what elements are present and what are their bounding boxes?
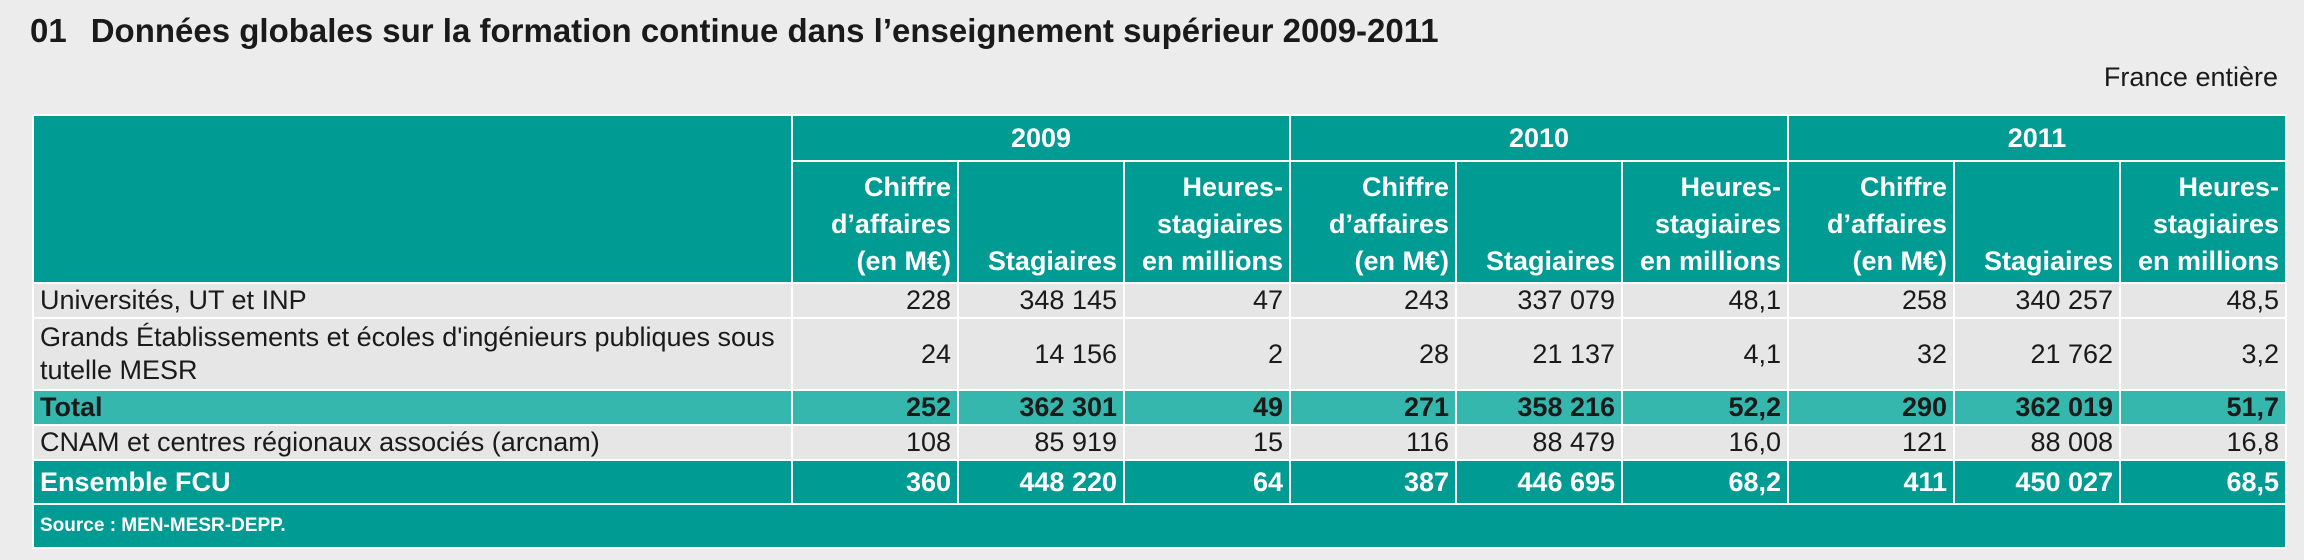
col-header-heures: Heures-stagiaires en millions bbox=[1122, 160, 1292, 284]
cell: 16,0 bbox=[1621, 424, 1790, 461]
row-label: Grands Établissements et écoles d'ingéni… bbox=[32, 317, 793, 391]
year-header-2009: 2009 bbox=[790, 114, 1292, 162]
col-header-stagiaires: Stagiaires bbox=[1455, 160, 1624, 284]
col-header-stagiaires: Stagiaires bbox=[1953, 160, 2122, 284]
cell: 337 079 bbox=[1455, 282, 1624, 319]
cell: 228 bbox=[791, 282, 959, 319]
cell: 340 257 bbox=[1953, 282, 2122, 319]
cell: 358 216 bbox=[1455, 389, 1624, 426]
cell: 271 bbox=[1289, 389, 1458, 426]
cell: 64 bbox=[1122, 459, 1292, 505]
cell: 68,2 bbox=[1621, 459, 1790, 505]
col-header-chiffre: Chiffre d’affaires (en M€) bbox=[1787, 160, 1956, 284]
cell: 2 bbox=[1122, 317, 1292, 391]
cell: 362 301 bbox=[957, 389, 1125, 426]
cell: 68,5 bbox=[2119, 459, 2288, 505]
cell: 52,2 bbox=[1621, 389, 1790, 426]
year-header-2011: 2011 bbox=[1787, 114, 2288, 162]
cell: 121 bbox=[1787, 424, 1956, 461]
total-row: Total 252 362 301 49 271 358 216 52,2 29… bbox=[32, 389, 2288, 426]
table-row: Universités, UT et INP 228 348 145 47 24… bbox=[32, 282, 2288, 319]
cell: 411 bbox=[1787, 459, 1956, 505]
cell: 116 bbox=[1289, 424, 1458, 461]
column-header-row: Chiffre d’affaires (en M€) Stagiaires Heur… bbox=[33, 160, 2288, 284]
row-label: Ensemble FCU bbox=[32, 459, 793, 505]
cell: 85 919 bbox=[957, 424, 1125, 461]
cell: 21 137 bbox=[1455, 317, 1624, 391]
table-number: 01 bbox=[30, 12, 67, 49]
source-note: Source : MEN-MESR-DEPP. bbox=[31, 503, 2288, 549]
cell: 252 bbox=[791, 389, 959, 426]
table-row: CNAM et centres régionaux associés (arcn… bbox=[32, 424, 2288, 461]
cell: 362 019 bbox=[1953, 389, 2122, 426]
table-title-text: Données globales sur la formation contin… bbox=[90, 12, 1439, 49]
cell: 51,7 bbox=[2119, 389, 2288, 426]
cell: 258 bbox=[1787, 282, 1956, 319]
col-header-chiffre: Chiffre d’affaires (en M€) bbox=[1289, 160, 1458, 284]
row-label: Total bbox=[32, 389, 793, 426]
source-row: Source : MEN-MESR-DEPP. bbox=[31, 503, 2288, 549]
row-label: Universités, UT et INP bbox=[32, 282, 793, 319]
cell: 448 220 bbox=[957, 459, 1125, 505]
cell: 4,1 bbox=[1621, 317, 1790, 391]
cell: 290 bbox=[1787, 389, 1956, 426]
cell: 88 008 bbox=[1953, 424, 2122, 461]
table-title: 01 Données globales sur la formation cont… bbox=[30, 12, 1439, 50]
cell: 16,8 bbox=[2119, 424, 2288, 461]
grand-total-row: Ensemble FCU 360 448 220 64 387 446 695 … bbox=[32, 459, 2288, 505]
year-header-2010: 2010 bbox=[1289, 114, 1790, 162]
col-header-heures: Heures-stagiaires en millions bbox=[2119, 160, 2288, 284]
cell: 32 bbox=[1787, 317, 1956, 391]
cell: 48,1 bbox=[1621, 282, 1790, 319]
col-header-chiffre: Chiffre d’affaires (en M€) bbox=[791, 160, 959, 284]
cell: 446 695 bbox=[1455, 459, 1624, 505]
cell: 47 bbox=[1122, 282, 1292, 319]
table-row: Grands Établissements et écoles d'ingéni… bbox=[32, 317, 2288, 391]
cell: 108 bbox=[791, 424, 959, 461]
cell: 450 027 bbox=[1953, 459, 2122, 505]
data-table: 2009 2010 2011 Chiffre d’affaires (en M€) … bbox=[31, 114, 2288, 549]
cell: 348 145 bbox=[957, 282, 1125, 319]
scope-label: France entière bbox=[2103, 62, 2278, 92]
cell: 88 479 bbox=[1455, 424, 1624, 461]
cell: 21 762 bbox=[1953, 317, 2122, 391]
cell: 387 bbox=[1289, 459, 1458, 505]
cell: 48,5 bbox=[2119, 282, 2288, 319]
cell: 360 bbox=[791, 459, 959, 505]
cell: 15 bbox=[1122, 424, 1292, 461]
col-header-heures: Heures-stagiaires en millions bbox=[1621, 160, 1790, 284]
cell: 49 bbox=[1122, 389, 1292, 426]
cell: 28 bbox=[1289, 317, 1458, 391]
cell: 243 bbox=[1289, 282, 1458, 319]
row-label: CNAM et centres régionaux associés (arcn… bbox=[32, 424, 793, 461]
year-header-row: 2009 2010 2011 bbox=[32, 114, 2288, 284]
cell: 14 156 bbox=[957, 317, 1125, 391]
col-header-stagiaires: Stagiaires bbox=[957, 160, 1125, 284]
cell: 24 bbox=[791, 317, 959, 391]
cell: 3,2 bbox=[2119, 317, 2288, 391]
corner-cell bbox=[32, 114, 793, 284]
